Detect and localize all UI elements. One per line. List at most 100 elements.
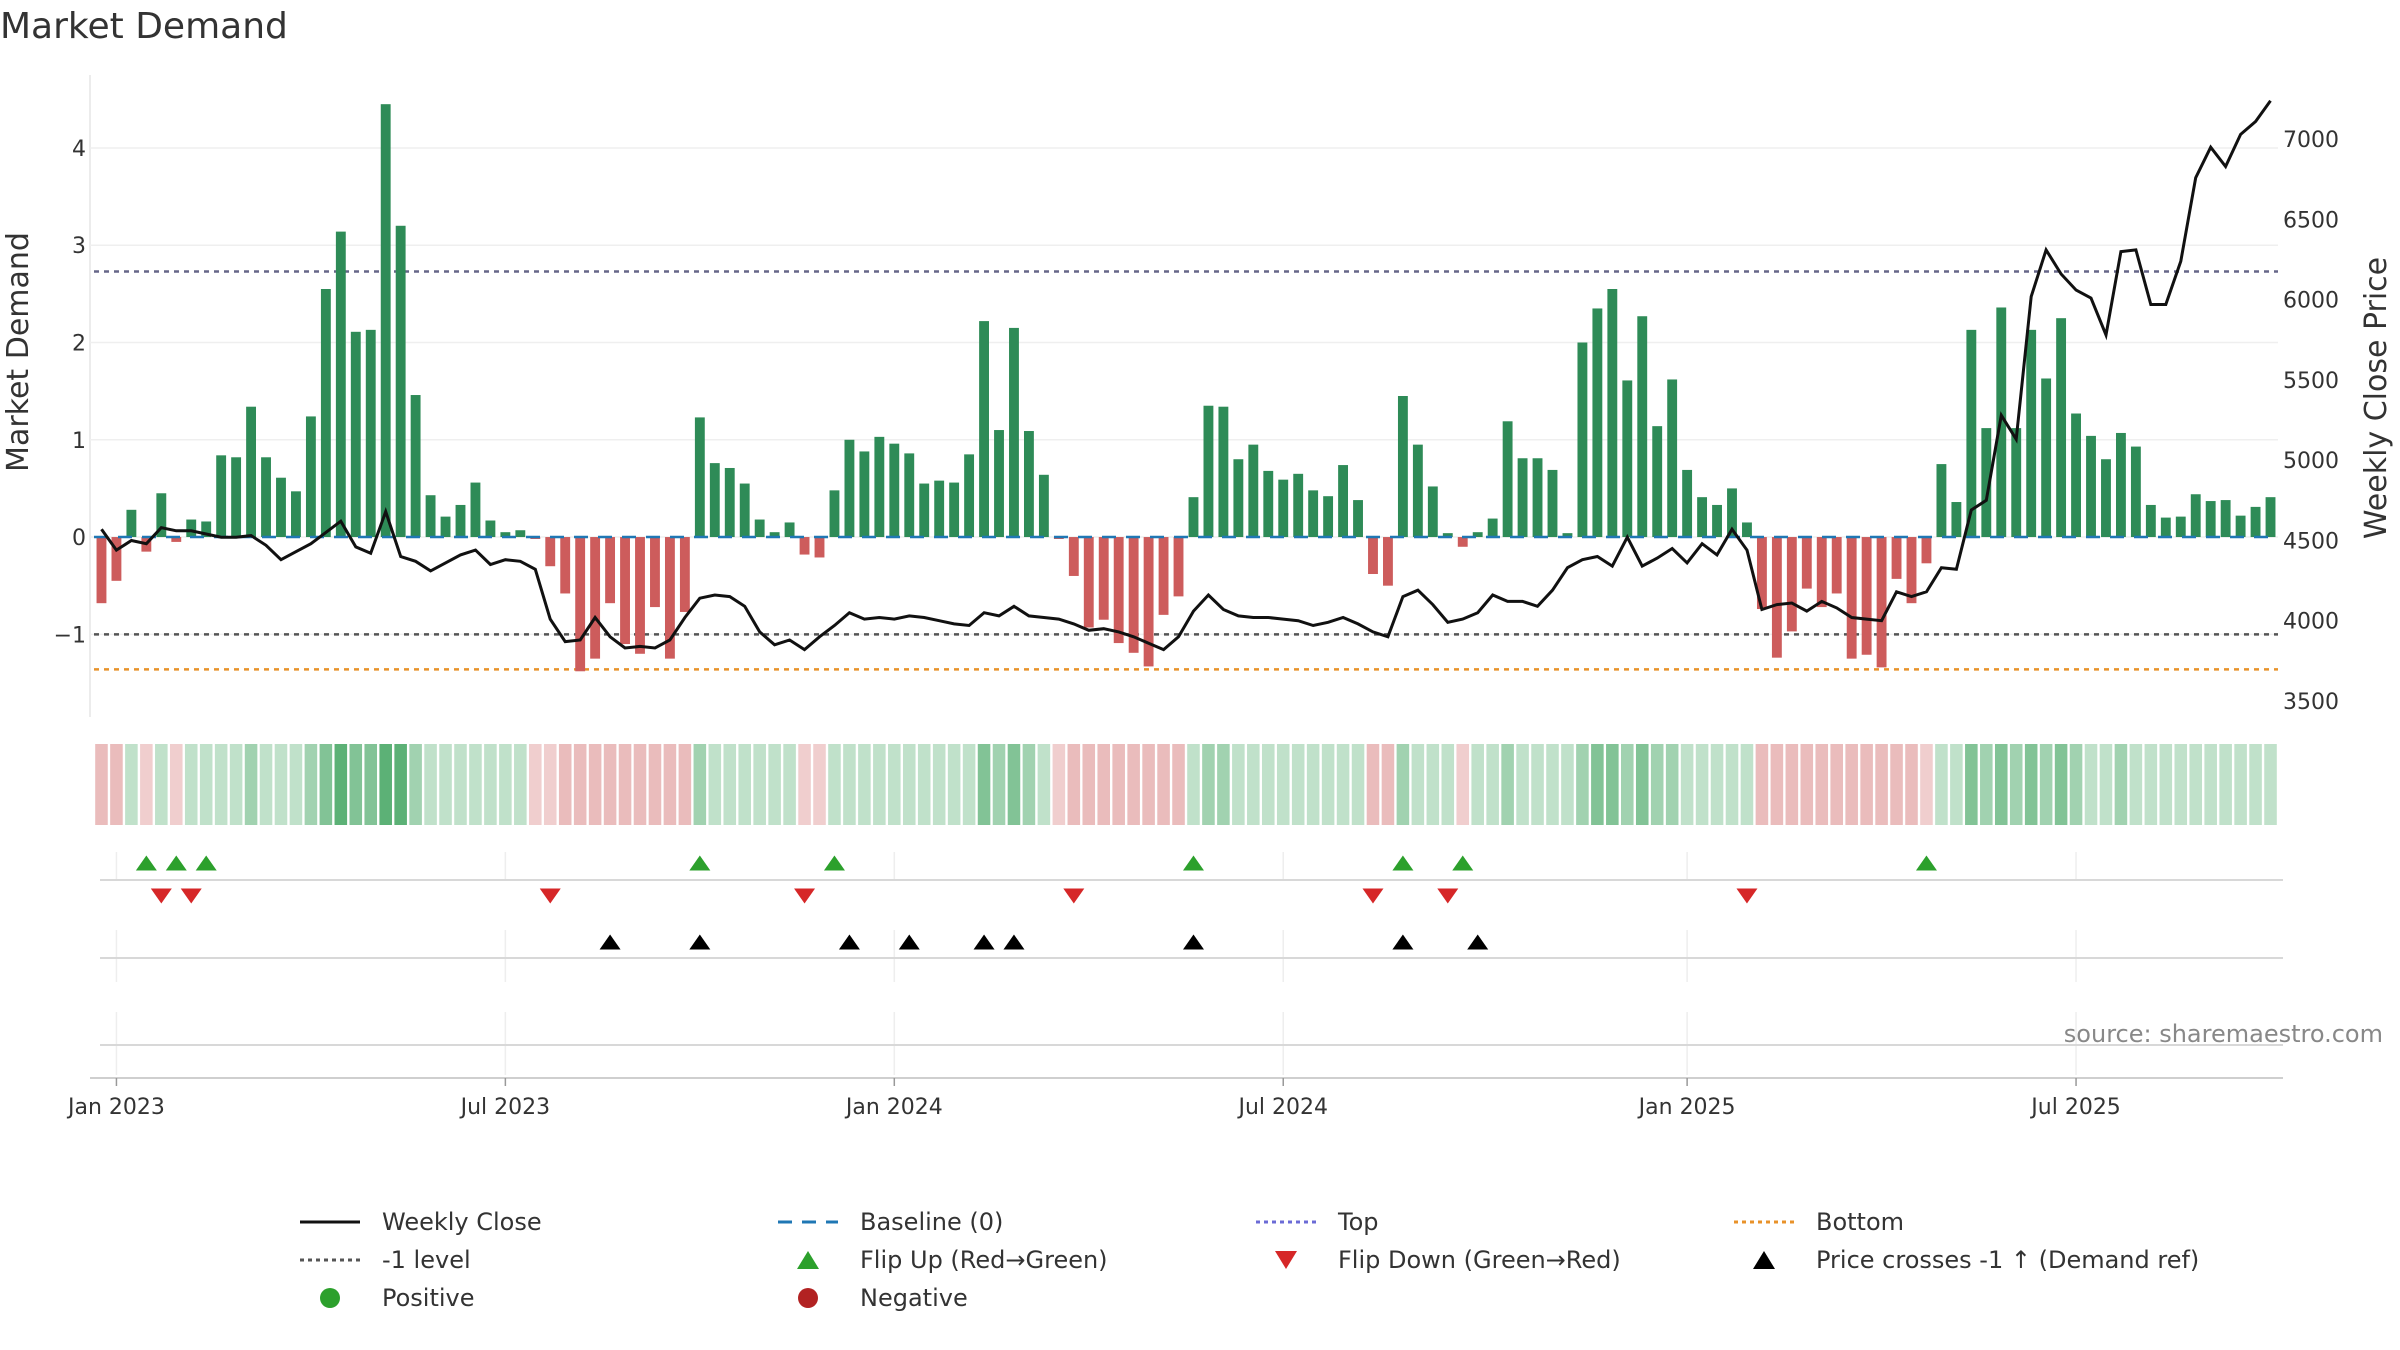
heat-cell xyxy=(140,744,153,825)
demand-bar xyxy=(1592,308,1603,538)
demand-bar xyxy=(1786,537,1797,632)
heat-cell xyxy=(1396,744,1410,825)
demand-bar xyxy=(2071,413,2081,538)
demand-bar xyxy=(994,430,1004,538)
heat-cell xyxy=(379,744,392,825)
demand-bar xyxy=(171,537,182,542)
circle-icon xyxy=(300,1288,360,1308)
triangle-up-icon xyxy=(1734,1250,1794,1270)
demand-bar xyxy=(664,537,675,659)
heat-cell xyxy=(334,744,348,825)
legend-positive: Positive xyxy=(300,1284,475,1312)
heat-cell xyxy=(274,744,288,825)
heat-cell xyxy=(1381,744,1395,825)
legend-label: -1 level xyxy=(382,1246,471,1274)
heat-cell xyxy=(1187,744,1200,825)
demand-bar xyxy=(231,457,242,538)
demand-bar xyxy=(650,537,660,608)
dotted-line-icon xyxy=(300,1250,360,1270)
flip-up-marker xyxy=(823,855,845,871)
heat-cell xyxy=(394,744,407,825)
demand-bar xyxy=(1128,537,1139,653)
demand-bars xyxy=(96,104,2276,672)
heat-cell xyxy=(1306,744,1320,825)
demand-bar xyxy=(410,395,421,538)
price-cross-marker xyxy=(973,934,995,950)
demand-bar xyxy=(1981,428,1992,538)
source-note: source: sharemaestro.com xyxy=(2064,1020,2383,1048)
demand-bar xyxy=(2026,329,2037,538)
heat-cell xyxy=(798,744,811,825)
demand-bar xyxy=(1442,533,1453,538)
demand-bar xyxy=(829,490,840,538)
heat-cell xyxy=(1800,744,1814,825)
heat-cell xyxy=(1890,744,1903,825)
demand-bar xyxy=(1756,537,1767,610)
demand-bar xyxy=(1816,537,1827,608)
demand-bar xyxy=(276,477,286,538)
demand-bar xyxy=(515,530,526,538)
demand-bar xyxy=(605,537,616,604)
y-tick-label: 1 xyxy=(72,429,86,454)
heat-cell xyxy=(1127,744,1140,825)
demand-bar xyxy=(1278,479,1289,538)
heat-cell xyxy=(529,744,542,825)
legend-negative: Negative xyxy=(778,1284,968,1312)
heat-cell xyxy=(499,744,512,825)
flip-up-marker xyxy=(135,855,157,871)
heat-cell xyxy=(1336,744,1350,825)
legend-label: Positive xyxy=(382,1284,475,1312)
y-tick-label: 2 xyxy=(72,332,86,357)
heat-cell xyxy=(2144,744,2158,825)
heat-cell xyxy=(1830,744,1843,825)
heat-cell xyxy=(1546,744,1559,825)
heat-cell xyxy=(2039,744,2053,825)
heat-cell xyxy=(1022,744,1036,825)
heat-cell xyxy=(229,744,243,825)
price-cross-marker xyxy=(1392,934,1414,950)
grid-layer xyxy=(89,75,2283,1079)
heat-cell xyxy=(1965,744,1978,825)
heat-cell xyxy=(244,744,258,825)
y2-tick-label: 6000 xyxy=(2283,289,2339,314)
demand-bar xyxy=(1338,465,1349,538)
demand-bar xyxy=(2205,501,2216,538)
demand-bar xyxy=(934,480,945,538)
demand-bar xyxy=(1218,406,1229,538)
heat-cell xyxy=(259,744,273,825)
y-tick-label: 0 xyxy=(72,526,86,551)
heat-cell xyxy=(1291,744,1305,825)
heat-cell xyxy=(1665,744,1679,825)
demand-bar xyxy=(2145,504,2156,538)
demand-bar xyxy=(500,532,511,538)
legend-label: Baseline (0) xyxy=(860,1208,1004,1236)
demand-bar xyxy=(1562,533,1573,538)
demand-bar xyxy=(814,537,825,558)
heat-cell xyxy=(469,744,482,825)
heat-cell xyxy=(962,744,976,825)
heat-cell xyxy=(693,744,707,825)
price-cross-marker xyxy=(1467,934,1489,950)
heat-cell xyxy=(110,744,123,825)
heat-cell xyxy=(349,744,363,825)
heat-cell xyxy=(2054,744,2068,825)
demand-bar xyxy=(425,495,436,538)
demand-bar xyxy=(1263,470,1274,538)
heat-cell xyxy=(648,744,662,825)
heat-cell xyxy=(1740,744,1754,825)
price-cross-marker xyxy=(1003,934,1025,950)
demand-bar xyxy=(1203,405,1214,538)
demand-bar xyxy=(1188,497,1199,538)
demand-bar xyxy=(380,104,391,538)
heat-cell xyxy=(1785,744,1799,825)
demand-bar xyxy=(395,225,406,538)
heat-cell xyxy=(1456,744,1470,825)
heat-cell xyxy=(1261,744,1275,825)
demand-bar xyxy=(1532,458,1543,538)
heat-cell xyxy=(2204,744,2217,825)
line-swatch-icon xyxy=(300,1212,360,1232)
demand-bar xyxy=(919,483,930,538)
heat-cell xyxy=(663,744,677,825)
heat-cell xyxy=(1082,744,1096,825)
demand-bar xyxy=(575,537,586,672)
